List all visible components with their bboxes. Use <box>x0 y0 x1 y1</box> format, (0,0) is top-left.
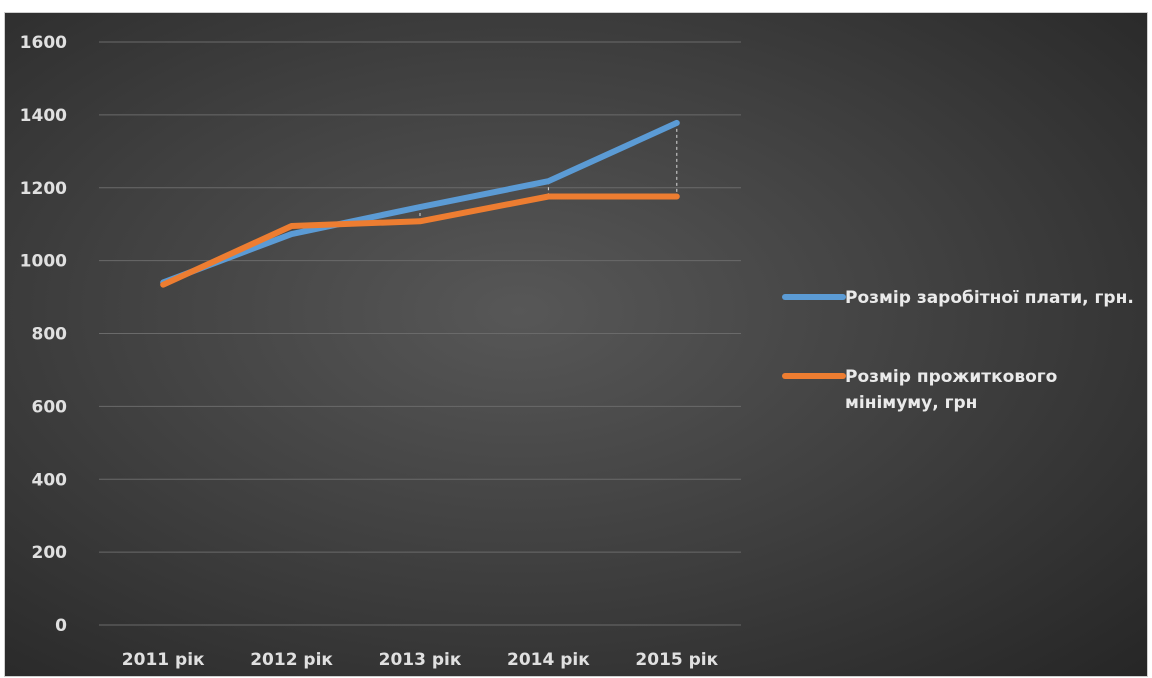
y-tick-label: 1000 <box>20 252 67 272</box>
y-axis-ticks: 0 200 400 600 800 1000 1200 1400 1600 <box>20 33 67 636</box>
x-tick-label: 2014 рік <box>507 650 590 670</box>
y-tick-label: 1400 <box>20 106 67 126</box>
gridlines <box>99 41 741 626</box>
x-tick-label: 2012 рік <box>250 650 333 670</box>
data-point <box>160 282 166 288</box>
data-point <box>545 193 551 199</box>
y-tick-label: 0 <box>55 616 67 636</box>
x-tick-label: 2015 рік <box>635 650 718 670</box>
y-tick-label: 400 <box>32 470 68 490</box>
y-tick-label: 1600 <box>20 33 67 53</box>
legend-label: Розмір заробітної плати, грн. <box>845 288 1134 308</box>
series-line-1 <box>160 119 680 286</box>
data-point <box>417 204 423 210</box>
data-point <box>289 231 295 237</box>
y-tick-label: 800 <box>32 325 68 345</box>
data-point <box>289 223 295 229</box>
legend-label: мінімуму, грн <box>845 393 977 413</box>
x-axis-ticks: 2011 рік 2012 рік 2013 рік 2014 рік 2015 рік <box>122 650 719 670</box>
y-tick-label: 1200 <box>20 179 67 199</box>
chart-area: 0 200 400 600 800 1000 1200 1400 1600 2011 рік 20… <box>4 12 1148 677</box>
x-tick-label: 2013 рік <box>379 650 462 670</box>
data-point <box>674 193 680 199</box>
data-point <box>545 178 551 184</box>
y-tick-label: 600 <box>32 397 68 417</box>
x-tick-label: 2011 рік <box>122 650 205 670</box>
legend-label: Розмір прожиткового <box>845 367 1057 387</box>
series-lines <box>160 119 680 288</box>
data-point <box>417 218 423 224</box>
legend: Розмір заробітної плати, грн. Розмір прож… <box>782 288 1134 413</box>
y-tick-label: 200 <box>32 543 68 563</box>
data-point <box>674 120 680 126</box>
